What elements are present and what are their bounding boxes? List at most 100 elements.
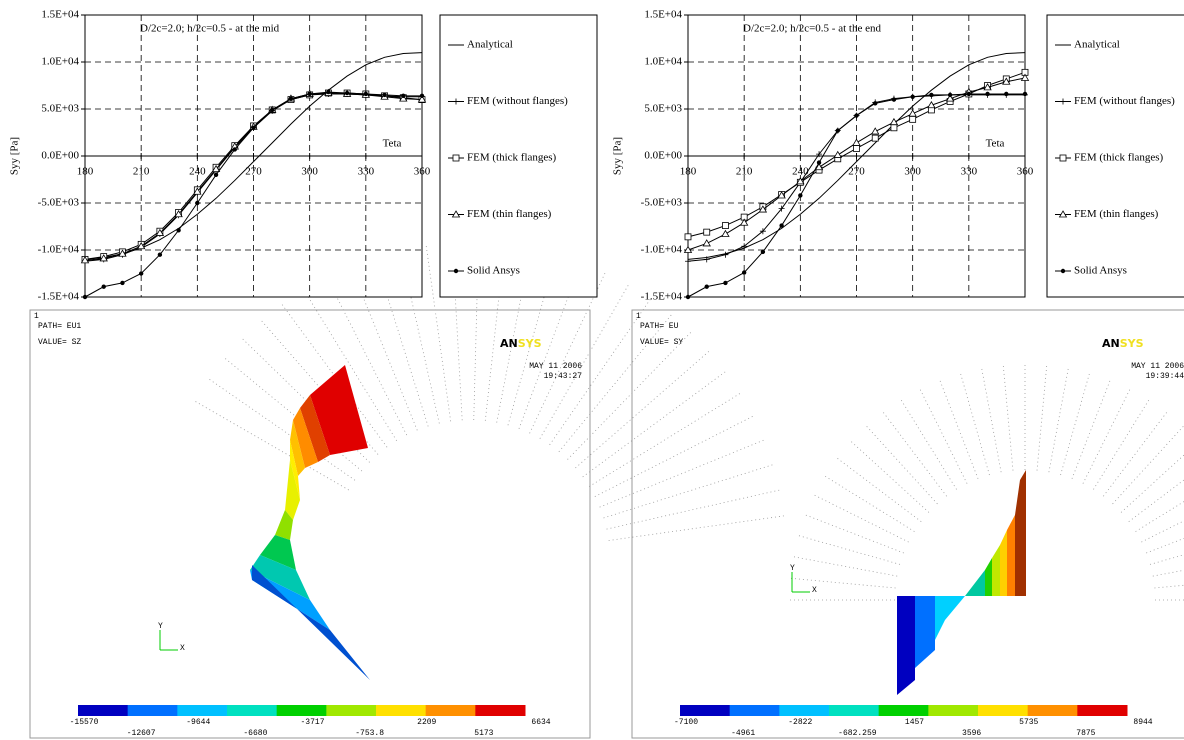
time: 19:39:44 — [1146, 372, 1184, 381]
marker — [761, 250, 765, 254]
x-tick-label: 330 — [358, 166, 375, 178]
marker — [930, 93, 934, 97]
x-axis-label: Teta — [383, 138, 402, 150]
path-label: PATH= EU — [640, 322, 679, 331]
y-axis-label: Syy [Pa] — [612, 137, 624, 175]
colorbar-segment — [1028, 705, 1078, 716]
legend-label: Analytical — [467, 39, 513, 51]
marker — [177, 228, 181, 232]
y-tick-label: -1.5E+04 — [641, 291, 683, 303]
marker — [327, 90, 331, 94]
x-tick-label: 180 — [680, 166, 697, 178]
logo-part: AN — [1102, 337, 1120, 350]
marker — [420, 94, 424, 98]
figure: -1.5E+04-1.0E+04-5.0E+030.0E+005.0E+031.… — [0, 0, 1184, 740]
x-tick-label: 210 — [736, 166, 753, 178]
colorbar-label: 2209 — [417, 718, 436, 727]
colorbar-segment — [227, 705, 277, 716]
legend-label: Solid Ansys — [1074, 265, 1127, 277]
marker — [836, 129, 840, 133]
triad-label: X — [180, 644, 185, 653]
marker — [722, 223, 728, 229]
date: MAY 11 2006 — [1131, 362, 1184, 371]
marker — [911, 95, 915, 99]
y-tick-label: -1.0E+04 — [641, 244, 683, 256]
y-tick-label: 5.0E+03 — [644, 103, 682, 115]
y-tick-label: -5.0E+03 — [641, 197, 683, 209]
x-axis-label: Teta — [986, 138, 1005, 150]
marker — [780, 224, 784, 228]
colorbar-segment — [730, 705, 780, 716]
x-tick-label: 330 — [961, 166, 978, 178]
marker — [705, 285, 709, 289]
colorbar-segment — [326, 705, 376, 716]
x-tick-label: 360 — [414, 166, 431, 178]
marker — [910, 116, 916, 122]
time: 19:43:27 — [544, 372, 583, 381]
x-tick-label: 210 — [133, 166, 150, 178]
value-label: VALUE= SY — [640, 338, 683, 347]
triad-label: Y — [158, 622, 163, 631]
colorbar-label: -4961 — [731, 729, 755, 738]
chart: -1.5E+04-1.0E+04-5.0E+030.0E+005.0E+031.… — [612, 9, 1184, 303]
colorbar-segment — [128, 705, 178, 716]
marker — [799, 194, 803, 198]
colorbar-label: -2822 — [788, 718, 812, 727]
colorbar-label: 5173 — [474, 729, 493, 738]
y-tick-label: -1.5E+04 — [38, 291, 80, 303]
colorbar-label: -6680 — [243, 729, 267, 738]
y-tick-label: -5.0E+03 — [38, 197, 80, 209]
colorbar-label: -9644 — [186, 718, 210, 727]
logo: ANSYS — [500, 337, 542, 350]
colorbar-segment — [680, 705, 730, 716]
marker — [967, 92, 971, 96]
marker — [742, 271, 746, 275]
marker — [401, 94, 405, 98]
marker — [685, 234, 691, 240]
marker — [383, 93, 387, 97]
chart: -1.5E+04-1.0E+04-5.0E+030.0E+005.0E+031.… — [9, 9, 597, 303]
plot-index: 1 — [636, 312, 641, 321]
logo-part: SYS — [1120, 337, 1144, 350]
marker — [214, 173, 218, 177]
path-label: PATH= EU1 — [38, 322, 81, 331]
legend-marker — [1060, 155, 1066, 161]
colorbar-label: 7875 — [1076, 729, 1095, 738]
colorbar-label: -682.259 — [838, 729, 877, 738]
colorbar-label: -15570 — [70, 718, 99, 727]
y-tick-label: 5.0E+03 — [41, 103, 79, 115]
marker — [270, 108, 274, 112]
marker — [196, 201, 200, 205]
marker — [817, 161, 821, 165]
marker — [83, 295, 87, 299]
legend-marker — [454, 269, 458, 273]
marker — [233, 148, 237, 152]
legend-marker — [1061, 269, 1065, 273]
marker — [252, 126, 256, 130]
marker — [891, 125, 897, 131]
date: MAY 11 2006 — [529, 362, 582, 371]
legend-label: FEM (thin flanges) — [467, 208, 552, 220]
colorbar-label: -753.8 — [355, 729, 384, 738]
annotation: D/2c=2.0; h/2c=0.5 - at the mid — [140, 23, 280, 35]
legend-label: Solid Ansys — [467, 265, 520, 277]
colorbar-segment — [376, 705, 426, 716]
colorbar-segment — [475, 705, 525, 716]
marker — [724, 281, 728, 285]
x-tick-label: 240 — [189, 166, 206, 178]
marker — [872, 135, 878, 141]
colorbar-segment — [978, 705, 1028, 716]
colorbar-segment — [829, 705, 879, 716]
colorbar-label: 1457 — [905, 718, 924, 727]
colorbar-segment — [1077, 705, 1127, 716]
marker — [102, 285, 106, 289]
marker — [686, 295, 690, 299]
colorbar-label: 3596 — [962, 729, 981, 738]
legend-marker — [453, 155, 459, 161]
annotation: D/2c=2.0; h/2c=0.5 - at the end — [743, 23, 881, 35]
marker — [986, 92, 990, 96]
triad-label: Y — [790, 564, 795, 573]
marker — [1004, 92, 1008, 96]
marker — [855, 114, 859, 118]
colorbar-label: -12607 — [127, 729, 156, 738]
